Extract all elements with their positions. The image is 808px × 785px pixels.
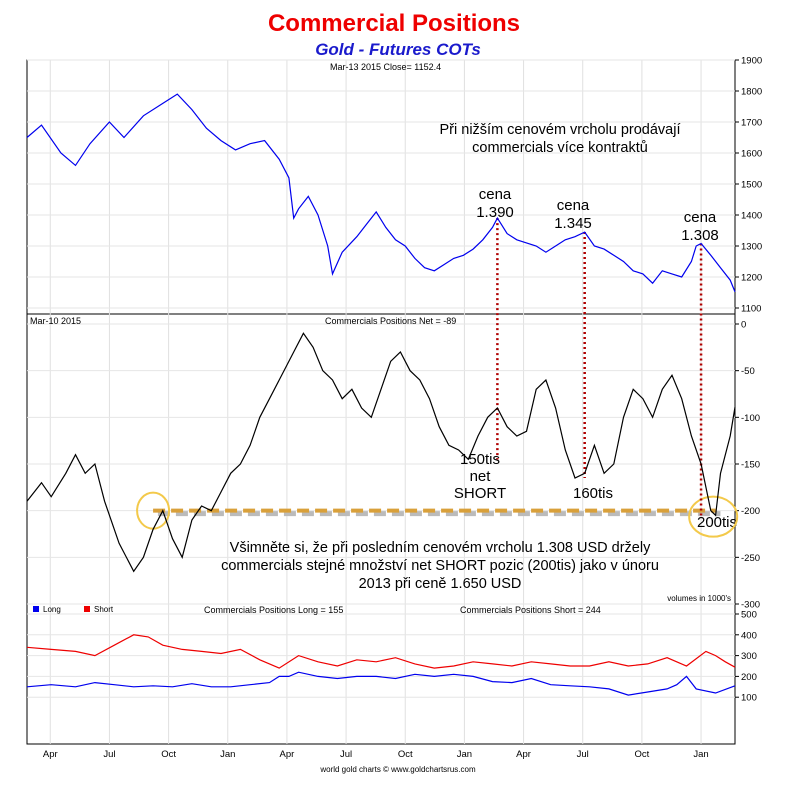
y-tick-label: 200 [741,672,757,683]
chart-footer: world gold charts © www.goldchartsrus.co… [319,765,476,774]
x-tick-label: Apr [43,749,58,760]
x-tick-label: Jan [693,749,708,760]
x-tick-label: Oct [635,749,650,760]
short-header: Commercials Positions Short = 244 [460,605,601,615]
price-note-line-1: Při nižším cenovém vrcholu prodávají [440,122,681,138]
long-positions-line [26,671,736,696]
net-header-date: Mar-10 2015 [30,316,81,326]
legend-long-label: Long [43,605,61,614]
y-tick-label: -200 [741,506,760,517]
chart-subtitle: Gold - Futures COTs [315,40,481,59]
net-note-line-2: commercials stejné množství net SHORT po… [221,558,659,574]
y-tick-label: 1700 [741,118,762,129]
price-panel-frame [26,59,736,315]
highlight-circle-2015 [688,495,739,538]
chart-title: Commercial Positions [268,10,520,37]
peak-1-value: 1.390 [476,204,514,221]
price-header: Mar-13 2015 Close= 1152.4 [330,62,441,72]
y-tick-label: 100 [741,693,757,704]
trough-1-line-3: SHORT [454,485,506,502]
price-series-line [26,93,736,293]
peak-3-value: 1.308 [681,227,719,244]
legend-short-swatch [84,606,90,612]
trough-1-line-2: net [470,468,492,485]
short-positions-line [26,634,736,669]
long-short-panel-frame [26,603,736,745]
y-tick-label: 1400 [741,211,762,222]
trough-1-line-1: 150tis [460,451,500,468]
x-tick-label: Jul [340,749,352,760]
net-positions-line [26,332,736,573]
y-tick-label: 300 [741,651,757,662]
y-tick-label: -250 [741,553,760,564]
peak-2-label: cena [557,197,590,214]
x-tick-label: Jul [103,749,115,760]
trough-2-label: 160tis [573,485,613,502]
y-tick-label: 0 [741,320,746,331]
net-header-value: Commercials Positions Net = -89 [325,316,456,326]
y-tick-label: 1300 [741,242,762,253]
peak-1-label: cena [479,186,512,203]
y-tick-label: -150 [741,460,760,471]
y-tick-label: 1500 [741,180,762,191]
y-tick-label: 400 [741,630,757,641]
legend-long-swatch [33,606,39,612]
x-tick-label: Apr [280,749,295,760]
y-tick-label: 1100 [741,304,761,315]
y-tick-label: 1800 [741,87,762,98]
x-tick-label: Apr [516,749,531,760]
y-tick-label: -100 [741,413,760,424]
x-tick-label: Jan [220,749,235,760]
peak-2-value: 1.345 [554,215,592,232]
net-note-line-1: Všimněte si, že při posledním cenovém vr… [230,540,651,556]
x-tick-label: Oct [398,749,413,760]
y-tick-label: -300 [741,600,760,611]
trough-3-label: 200tis [697,514,737,531]
y-tick-label: 1600 [741,149,762,160]
y-tick-label: 1900 [741,56,762,67]
long-header: Commercials Positions Long = 155 [204,605,343,615]
net-note-line-3: 2013 při ceně 1.650 USD [359,576,522,592]
x-tick-label: Jan [457,749,472,760]
x-tick-label: Jul [577,749,589,760]
legend-short-label: Short [94,605,114,614]
x-tick-label: Oct [161,749,176,760]
price-note-line-2: commercials více kontraktů [472,140,648,156]
y-tick-label: -50 [741,366,755,377]
y-tick-label: 1200 [741,273,762,284]
volume-note: volumes in 1000's [667,594,731,603]
y-tick-label: 500 [741,610,757,621]
peak-3-label: cena [684,209,717,226]
